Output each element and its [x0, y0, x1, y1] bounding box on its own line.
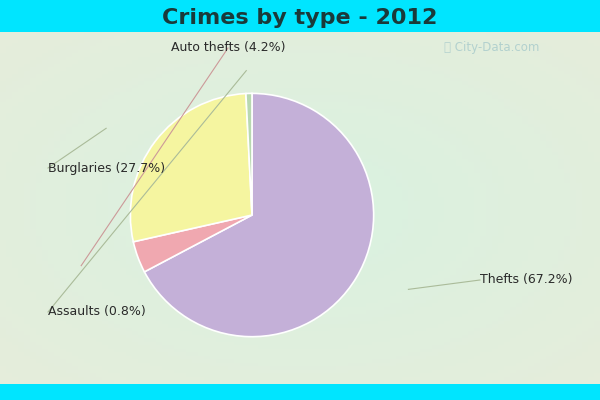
Text: Burglaries (27.7%): Burglaries (27.7%) — [48, 162, 165, 174]
Text: Thefts (67.2%): Thefts (67.2%) — [480, 274, 572, 286]
Wedge shape — [246, 93, 252, 215]
Text: ⓘ City-Data.com: ⓘ City-Data.com — [445, 42, 539, 54]
Text: Auto thefts (4.2%): Auto thefts (4.2%) — [171, 42, 285, 54]
Text: Crimes by type - 2012: Crimes by type - 2012 — [163, 8, 437, 28]
Wedge shape — [145, 93, 374, 337]
Text: Assaults (0.8%): Assaults (0.8%) — [48, 306, 146, 318]
Wedge shape — [130, 94, 252, 242]
Wedge shape — [133, 215, 252, 272]
